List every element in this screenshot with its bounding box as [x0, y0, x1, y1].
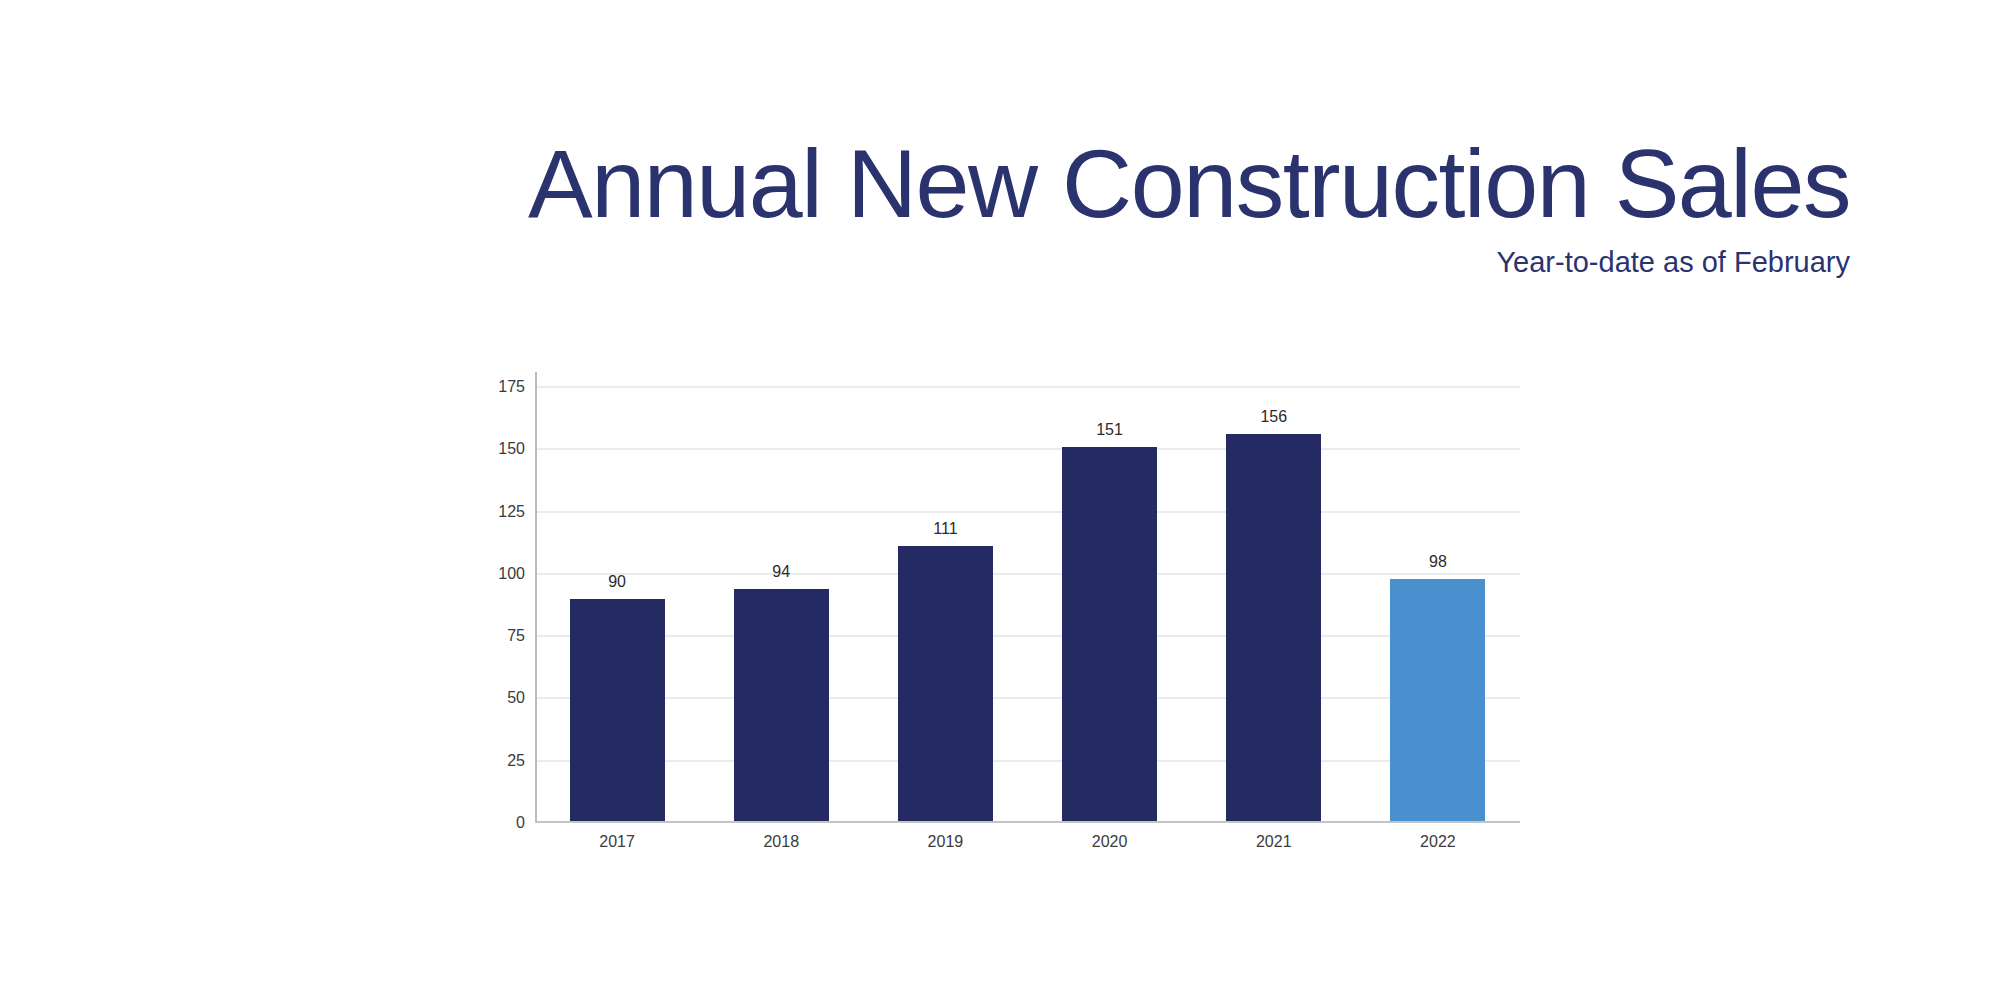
gridline-75: [535, 635, 1520, 637]
bar-value-label: 98: [1398, 552, 1478, 572]
bar-2020: [1062, 447, 1157, 823]
y-axis-tick-label: 150: [455, 440, 525, 458]
x-axis-tick-label: 2018: [731, 833, 831, 851]
chart-subtitle: Year-to-date as of February: [528, 248, 1850, 277]
y-axis-tick-label: 50: [455, 689, 525, 707]
gridline-125: [535, 511, 1520, 513]
gridline-175: [535, 386, 1520, 388]
y-axis-tick-label: 25: [455, 752, 525, 770]
x-axis-tick-label: 2022: [1388, 833, 1488, 851]
x-axis-tick-label: 2019: [895, 833, 995, 851]
x-axis-tick-label: 2020: [1060, 833, 1160, 851]
bar-2019: [898, 546, 993, 823]
x-axis-tick-label: 2017: [567, 833, 667, 851]
bar-2017: [570, 599, 665, 823]
y-axis-tick-label: 75: [455, 627, 525, 645]
y-axis-tick-label: 100: [455, 565, 525, 583]
bar-value-label: 94: [741, 562, 821, 582]
y-axis-tick-label: 125: [455, 503, 525, 521]
bar-value-label: 111: [905, 519, 985, 539]
chart-title: Annual New Construction Sales: [528, 135, 1850, 232]
bar-value-label: 151: [1070, 420, 1150, 440]
x-axis-tick-label: 2021: [1224, 833, 1324, 851]
bar-value-label: 156: [1234, 407, 1314, 427]
y-axis-tick-label: 0: [455, 814, 525, 832]
bar-2021: [1226, 434, 1321, 823]
slide-canvas: Annual New Construction Sales Year-to-da…: [0, 0, 2000, 1000]
bar-chart-plot-area: 0255075100125150175 909411115115698 2017…: [535, 372, 1520, 823]
bar-value-label: 90: [577, 572, 657, 592]
bar-2022: [1390, 579, 1485, 823]
gridline-100: [535, 573, 1520, 575]
gridline-25: [535, 760, 1520, 762]
bar-2018: [734, 589, 829, 823]
gridline-150: [535, 448, 1520, 450]
gridline-50: [535, 697, 1520, 699]
chart-header: Annual New Construction Sales Year-to-da…: [528, 135, 1850, 277]
y-axis-tick-label: 175: [455, 378, 525, 396]
y-axis-line: [535, 372, 537, 823]
x-axis-line: [535, 821, 1520, 823]
